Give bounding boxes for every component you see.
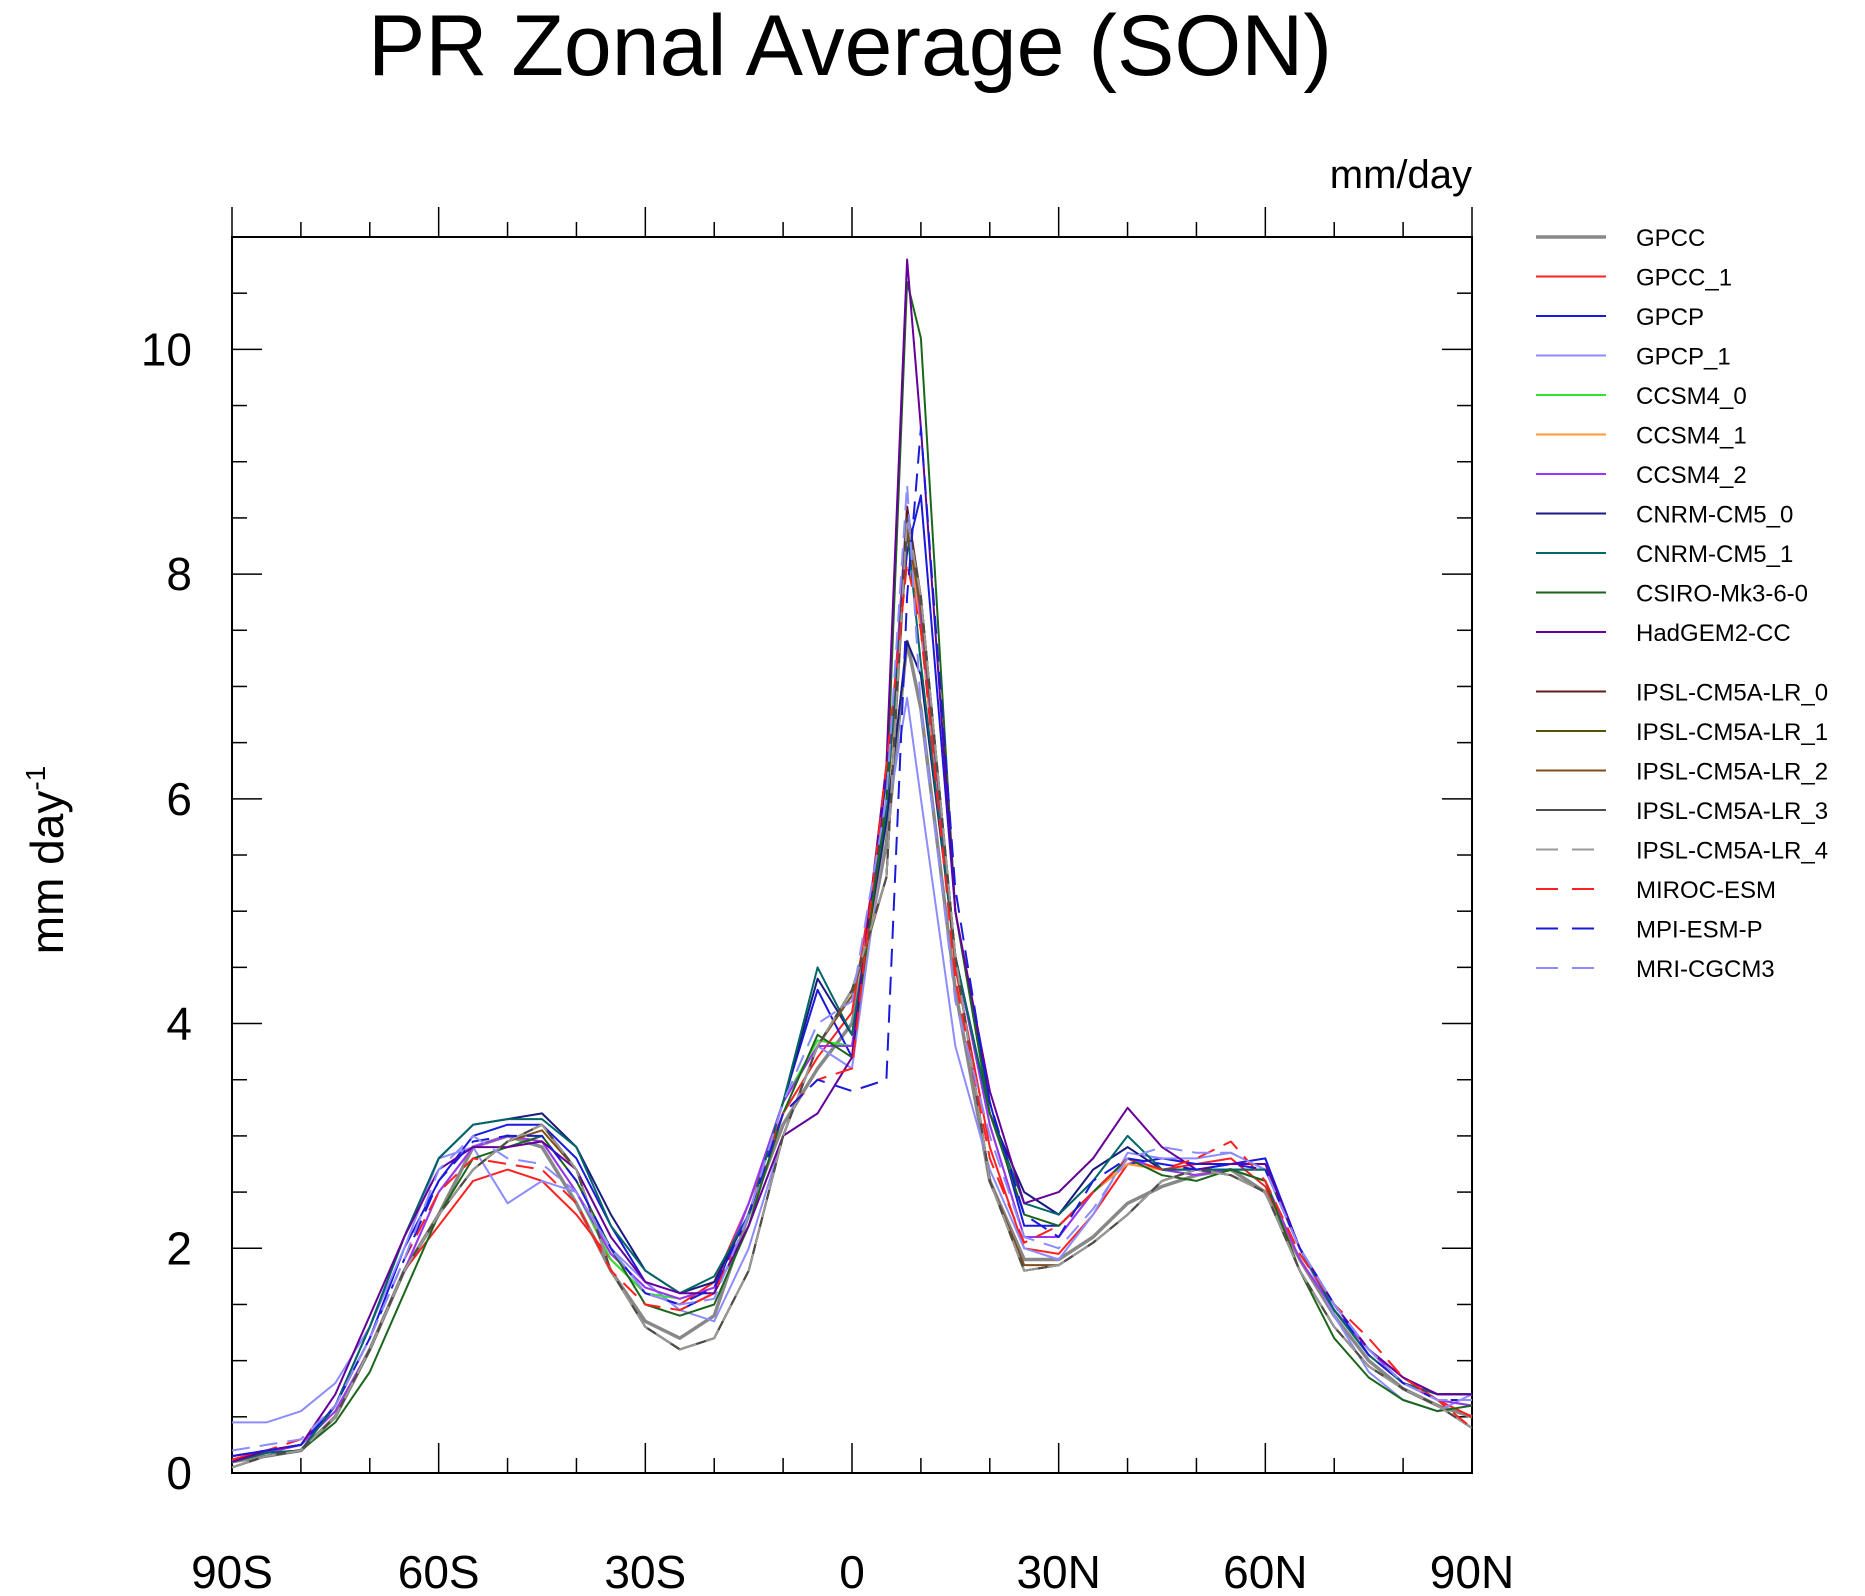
series-line-gpcp	[231, 494, 1472, 1458]
series-line-ccsm4_2	[231, 505, 1473, 1463]
series-line-gpcp_1	[232, 696, 1473, 1424]
series-lines	[231, 258, 1473, 1469]
legend-label: GPCP	[1636, 304, 1704, 331]
legend-label: IPSL-CM5A-LR_2	[1636, 759, 1828, 786]
y-tick-label: 2	[166, 1222, 192, 1274]
x-tick-label: 30S	[604, 1546, 686, 1596]
x-tick-label: 60S	[398, 1546, 480, 1596]
legend-label: GPCP_1	[1636, 344, 1731, 371]
chart-title: PR Zonal Average (SON)	[368, 0, 1332, 94]
series-line-mpi-esm-p	[231, 427, 1472, 1458]
legend-label: CCSM4_2	[1636, 462, 1747, 489]
legend-label: GPCC	[1636, 225, 1705, 252]
legend-label: CCSM4_0	[1636, 383, 1747, 410]
legend: GPCC GPCC_1 GPCP GPCP_1 CCSM4_0 CCSM4_1 CCSM4_…	[1536, 225, 1828, 983]
legend-label: GPCC_1	[1636, 265, 1732, 292]
x-tick-label: 30N	[1016, 1546, 1100, 1596]
legend-label: CNRM-CM5_0	[1636, 502, 1793, 529]
legend-label: IPSL-CM5A-LR_0	[1636, 680, 1828, 707]
legend-label: IPSL-CM5A-LR_3	[1636, 798, 1828, 825]
y-tick-label: 10	[141, 323, 192, 375]
legend-label: MPI-ESM-P	[1636, 917, 1763, 944]
series-line-csiro-mk3-6-0	[231, 280, 1473, 1469]
series-line-miroc-esm	[231, 561, 1473, 1458]
legend-label: CNRM-CM5_1	[1636, 541, 1793, 568]
legend-label: IPSL-CM5A-LR_4	[1636, 838, 1828, 865]
y-tick-label: 8	[166, 548, 192, 600]
y-axis-label: mm day-1	[20, 766, 73, 955]
series-line-hadgem2-cc	[231, 258, 1472, 1463]
y-tick-label: 0	[166, 1447, 192, 1499]
series-line-ccsm4_0	[231, 505, 1473, 1463]
plot-frame	[231, 236, 1473, 1474]
y-tick-label: 4	[166, 998, 192, 1050]
series-line-mri-cgcm3	[231, 483, 1472, 1452]
legend-label: MIROC-ESM	[1636, 877, 1776, 904]
y-axis-label-text: mm day	[21, 791, 73, 955]
x-tick-label: 0	[839, 1546, 865, 1596]
units-label: mm/day	[1330, 153, 1472, 197]
y-axis-label-superscript: -1	[20, 766, 51, 791]
x-tick-label: 90N	[1430, 1546, 1514, 1596]
y-tick-label: 6	[166, 773, 192, 825]
legend-label: CCSM4_1	[1636, 423, 1747, 450]
axes: 0 2 4 6 8 10 90S 60S 30S 0 30N 60N 90N	[141, 207, 1514, 1596]
legend-label: MRI-CGCM3	[1636, 956, 1775, 983]
legend-label: CSIRO-Mk3-6-0	[1636, 581, 1808, 608]
legend-label: IPSL-CM5A-LR_1	[1636, 719, 1828, 746]
x-tick-label: 90S	[191, 1546, 273, 1596]
legend-label: HadGEM2-CC	[1636, 620, 1791, 647]
x-tick-label: 60N	[1223, 1546, 1307, 1596]
series-line-ipsl-cm5a-lr_3	[231, 516, 1473, 1469]
